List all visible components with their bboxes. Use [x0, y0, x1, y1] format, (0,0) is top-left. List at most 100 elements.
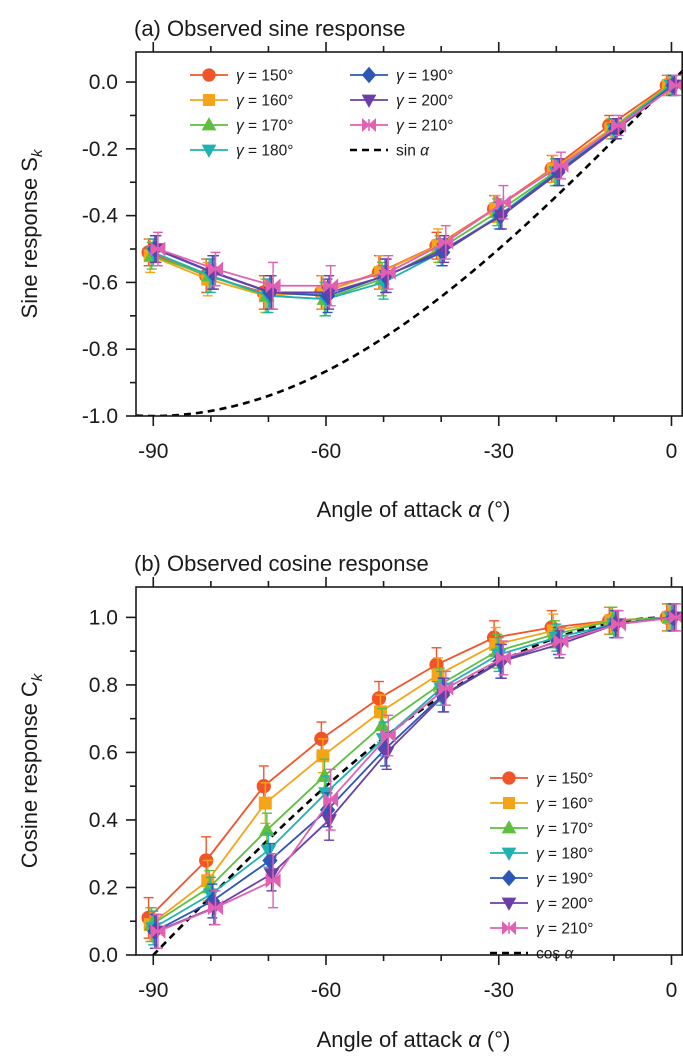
data-point	[374, 705, 387, 719]
legend-label: γ = 160°	[236, 93, 293, 110]
series-4	[145, 603, 680, 946]
legend-marker	[501, 897, 517, 911]
x-tick-label: -90	[138, 440, 168, 463]
legend-label: γ = 160°	[536, 796, 593, 813]
series-line	[152, 84, 673, 301]
series-line	[157, 84, 677, 287]
series-5	[147, 603, 681, 949]
series-line	[147, 616, 667, 919]
y-tick-label: -0.8	[82, 338, 118, 361]
y-tick-label: 0.4	[89, 809, 119, 832]
y-tick-label: 0.0	[89, 944, 118, 967]
legend-marker	[201, 144, 217, 158]
legend-label: γ = 180°	[536, 846, 593, 863]
series-2	[143, 603, 675, 943]
data-point	[258, 796, 272, 810]
legend-marker	[202, 93, 216, 107]
legend-marker	[201, 117, 217, 131]
y-axis-title: Cosine response Ck	[17, 672, 46, 868]
data-point	[263, 868, 280, 883]
legend-marker	[501, 869, 517, 887]
legend-marker	[502, 921, 516, 935]
legend-label: cos α	[536, 946, 574, 963]
legend-label: γ = 190°	[396, 68, 453, 85]
legend-entry: cos α	[490, 946, 574, 963]
legend-entry: γ = 180°	[490, 846, 593, 863]
data-point	[553, 158, 569, 173]
data-point	[438, 234, 454, 250]
y-tick-label: 1.0	[89, 606, 118, 629]
data-point	[438, 680, 454, 696]
y-tick-label: 0.2	[89, 876, 118, 899]
x-tick-label: 0	[666, 979, 678, 1002]
legend: γ = 150° γ = 160° γ = 170° γ = 180° γ = 190°…	[190, 66, 453, 160]
legend-entry: γ = 210°	[350, 118, 453, 135]
plot-frame	[135, 51, 683, 417]
series-1	[141, 603, 674, 939]
legend-entry: γ = 190°	[490, 869, 593, 888]
data-point	[380, 264, 396, 280]
series-6	[148, 74, 683, 310]
y-tick-label: -0.6	[82, 271, 118, 294]
legend-marker	[202, 68, 216, 82]
series-line	[152, 616, 672, 929]
legend: γ = 150° γ = 160° γ = 170° γ = 180° γ = 190°…	[490, 771, 593, 963]
legend-marker	[502, 796, 516, 810]
data-point	[150, 241, 166, 257]
legend-entry: γ = 170°	[490, 820, 593, 838]
data-point	[611, 118, 627, 133]
data-point	[150, 923, 166, 939]
data-point	[318, 787, 334, 802]
y-axis: 0.0 0.2 0.4 0.6 0.8 1.0	[89, 606, 136, 967]
panel-b: (b) Observed cosine response -90 -60 -30 0 0.…	[17, 551, 683, 1052]
legend-entry: γ = 160°	[190, 93, 293, 110]
series-3	[143, 603, 678, 943]
legend-marker	[362, 118, 376, 132]
data-point	[493, 209, 510, 225]
series-line	[156, 616, 675, 933]
x-tick-label: -60	[311, 979, 341, 1002]
data-point	[208, 900, 224, 916]
data-point	[374, 717, 390, 732]
legend-entry: sin α	[350, 143, 430, 160]
y-tick-label: 0.6	[89, 741, 118, 764]
data-point	[611, 616, 627, 632]
series-line	[154, 616, 674, 933]
x-axis-title: Angle of attack α (°)	[317, 497, 511, 522]
legend-entry: γ = 180°	[190, 143, 293, 160]
data-point	[495, 194, 511, 210]
data-point	[208, 261, 224, 277]
legend-entry: γ = 170°	[190, 117, 293, 135]
y-tick-label: -0.4	[82, 205, 119, 228]
data-point	[256, 779, 271, 794]
series-6	[148, 603, 683, 949]
x-axis-title: Angle of attack α (°)	[317, 1027, 511, 1052]
data-point	[380, 728, 396, 743]
legend-marker	[501, 847, 517, 861]
y-tick-label: 0.8	[89, 674, 118, 697]
legend-label: γ = 200°	[396, 93, 453, 110]
panel-title: (b) Observed cosine response	[134, 551, 429, 576]
x-tick-label: -90	[138, 979, 168, 1002]
legend-entry: γ = 160°	[490, 796, 593, 813]
data-point	[260, 844, 277, 859]
series-line	[149, 84, 669, 297]
legend-label: γ = 170°	[536, 821, 593, 838]
data-point	[668, 77, 683, 93]
x-tick-label: -30	[484, 440, 514, 463]
x-axis: -90 -60 -30 0	[138, 577, 677, 1002]
legend-marker	[361, 66, 377, 84]
y-axis-title: Sine response Sk	[17, 148, 46, 318]
legend-label: γ = 180°	[236, 143, 293, 160]
panel-title: (a) Observed sine response	[134, 16, 405, 41]
y-tick-label: -0.2	[82, 138, 118, 161]
legend-marker	[361, 94, 377, 108]
x-axis: -90 -60 -30 0	[138, 42, 677, 463]
data-point	[378, 746, 395, 761]
legend-label: γ = 190°	[536, 871, 593, 888]
legend-label: γ = 150°	[536, 771, 593, 788]
series-7	[150, 74, 683, 310]
data-point	[495, 650, 511, 666]
data-point	[316, 767, 333, 782]
